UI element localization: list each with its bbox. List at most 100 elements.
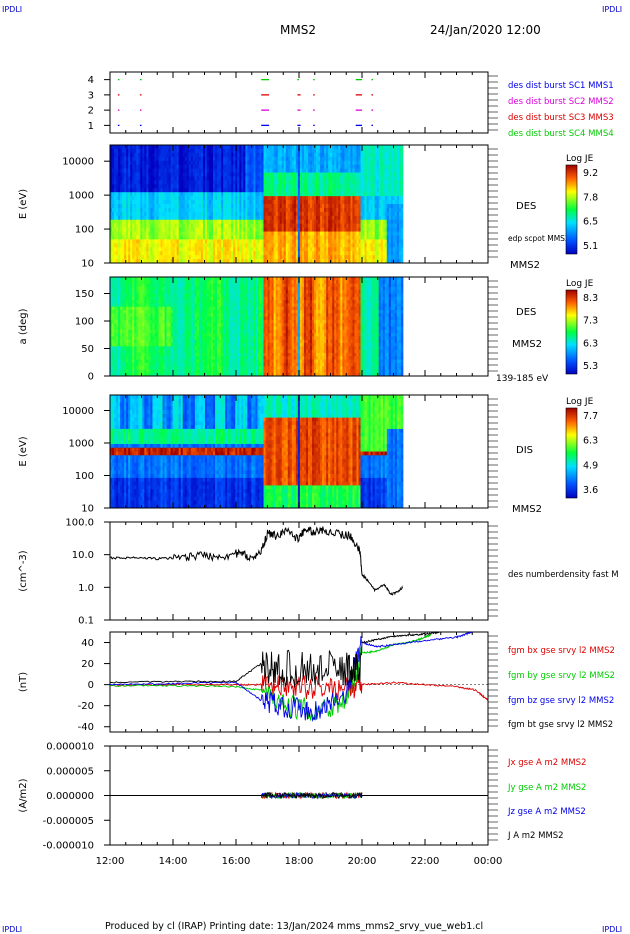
heatmap-cell (130, 235, 133, 240)
heatmap-cell (166, 235, 169, 240)
heatmap-cell (164, 204, 167, 209)
heatmap-cell (110, 235, 113, 240)
heatmap-cell (148, 223, 151, 228)
heatmap-cell (132, 176, 135, 181)
heatmap-cell (138, 164, 141, 169)
heatmap-cell (186, 227, 190, 232)
heatmap-cell (164, 259, 167, 264)
heatmap-cell (166, 215, 169, 221)
heatmap-cell (164, 188, 167, 193)
heatmap-cell (188, 148, 192, 154)
heatmap-cell (176, 239, 180, 244)
heatmap-cell (160, 180, 163, 185)
heatmap-cell (166, 200, 169, 205)
heatmap-cell (180, 188, 184, 193)
heatmap-cell (172, 223, 176, 228)
heatmap-cell (162, 145, 165, 150)
heatmap-cell (194, 204, 198, 209)
heatmap-cell (136, 219, 139, 225)
heatmap-cell (122, 168, 125, 173)
heatmap-cell (150, 207, 153, 213)
heatmap-cell (126, 231, 129, 236)
heatmap-cell (158, 160, 161, 166)
heatmap-cell (110, 251, 113, 256)
heatmap-cell (152, 255, 155, 260)
heatmap-cell (128, 184, 131, 189)
heatmap-cell (188, 215, 192, 221)
heatmap-cell (178, 219, 182, 225)
heatmap-cell (166, 164, 169, 169)
heatmap-cell (180, 231, 184, 236)
heatmap-cell (114, 180, 117, 185)
heatmap-cell (118, 164, 121, 169)
heatmap-cell (144, 215, 147, 221)
heatmap-cell (142, 219, 145, 225)
heatmap-cell (158, 223, 161, 228)
heatmap-cell (154, 180, 157, 185)
heatmap-cell (170, 188, 174, 193)
heatmap-cell (148, 259, 151, 264)
heatmap-cell (132, 152, 135, 158)
heatmap-cell (154, 164, 157, 169)
heatmap-cell (180, 211, 184, 217)
heatmap-cell (148, 219, 151, 225)
heatmap-cell (134, 172, 137, 177)
heatmap-cell (194, 184, 198, 189)
heatmap-cell (120, 259, 123, 264)
heatmap-cell (120, 219, 123, 225)
heatmap-cell (154, 239, 157, 244)
heatmap-cell (154, 259, 157, 264)
heatmap-cell (158, 235, 161, 240)
heatmap-cell (156, 188, 159, 193)
heatmap-cell (152, 200, 155, 205)
heatmap-cell (122, 164, 125, 169)
heatmap-cell (138, 227, 141, 232)
heatmap-cell (148, 180, 151, 185)
heatmap-cell (170, 196, 174, 201)
heatmap-cell (118, 255, 121, 260)
heatmap-cell (122, 231, 125, 236)
heatmap-cell (172, 148, 176, 154)
heatmap-cell (114, 235, 117, 240)
heatmap-cell (150, 176, 153, 181)
heatmap-cell (156, 239, 159, 244)
heatmap-cell (184, 152, 188, 158)
heatmap-cell (142, 227, 145, 232)
heatmap-cell (142, 259, 145, 264)
heatmap-cell (178, 243, 182, 248)
heatmap-cell (116, 247, 119, 252)
heatmap-cell (400, 215, 404, 221)
heatmap-cell (112, 204, 115, 209)
heatmap-cell (150, 160, 153, 166)
heatmap-cell (162, 204, 165, 209)
heatmap-cell (186, 180, 190, 185)
heatmap-cell (112, 259, 115, 264)
heatmap-cell (170, 200, 174, 205)
heatmap-cell (162, 176, 165, 181)
heatmap-cell (174, 192, 178, 197)
heatmap-cell (178, 227, 182, 232)
heatmap-cell (160, 188, 163, 193)
right-label: des dist burst SC3 MMS3 (508, 113, 614, 123)
heatmap-cell (158, 255, 161, 260)
heatmap-cell (156, 172, 159, 177)
heatmap-cell (174, 200, 178, 205)
heatmap-cell (170, 215, 174, 221)
heatmap-cell (116, 215, 119, 221)
heatmap-cell (124, 196, 127, 201)
heatmap-cell (140, 207, 143, 213)
corner-label-left: IPDLI (2, 5, 22, 14)
heatmap-cell (188, 211, 192, 217)
heatmap-cell (400, 223, 404, 228)
heatmap-cell (166, 239, 169, 244)
heatmap-cell (122, 259, 125, 264)
heatmap-cell (126, 211, 129, 217)
heatmap-cell (114, 168, 117, 173)
heatmap-cell (170, 156, 174, 162)
heatmap-cell (126, 184, 129, 189)
heatmap-cell (118, 156, 121, 162)
heatmap-cell (140, 160, 143, 166)
heatmap-cell (138, 231, 141, 236)
heatmap-cell (150, 188, 153, 193)
heatmap-cell (134, 192, 137, 197)
